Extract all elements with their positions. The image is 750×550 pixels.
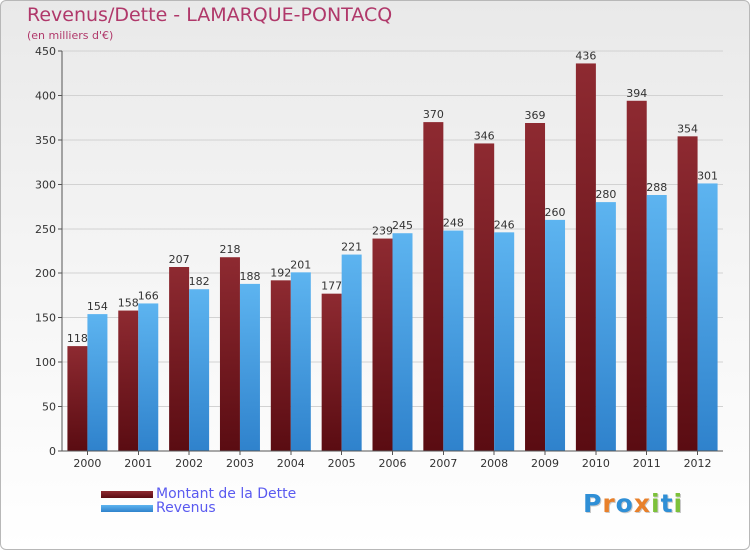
data-label-revenus: 154 [87,300,108,313]
bar-revenus [189,289,210,451]
x-tick-label: 2011 [633,457,661,470]
chart-subtitle: (en milliers d'€) [27,29,114,42]
bar-revenus [239,283,260,451]
bar-revenus [545,219,566,451]
bar-revenus [697,183,718,451]
y-tick-label: 300 [35,178,56,191]
y-tick-label: 350 [35,134,56,147]
bar-dette [525,123,546,451]
bar-revenus [290,272,311,451]
data-label-dette: 192 [270,266,291,279]
bar-revenus [341,254,362,451]
bar-dette [372,238,393,451]
bar-dette [169,267,190,451]
bar-dette [423,122,444,451]
bar-dette [270,280,291,451]
data-label-dette: 207 [169,253,190,266]
y-tick-label: 150 [35,312,56,325]
x-tick-label: 2005 [328,457,356,470]
bar-dette [67,346,88,451]
logo-letter: r [602,489,616,518]
legend-swatch-revenus [101,505,153,512]
proxiti-logo: Proxiti [583,489,683,518]
data-label-revenus: 301 [697,169,718,182]
legend-label-dette: Montant de la Dette [156,486,297,502]
bar-dette [626,100,647,452]
y-tick-label: 400 [35,89,56,102]
logo-letter: P [583,489,603,518]
data-label-revenus: 182 [189,275,210,288]
data-label-revenus: 245 [392,219,413,232]
x-tick-label: 2008 [480,457,508,470]
data-label-dette: 158 [118,297,139,310]
bar-dette [118,310,139,451]
data-label-revenus: 246 [494,218,515,231]
logo-letter: o [615,489,634,518]
x-tick-label: 2001 [124,457,152,470]
data-label-revenus: 248 [443,217,464,230]
x-tick-label: 2012 [684,457,712,470]
data-label-dette: 346 [474,129,495,142]
logo-letter: x [633,489,651,518]
data-label-dette: 354 [677,122,698,135]
bar-dette [321,293,342,451]
x-tick-label: 2000 [73,457,101,470]
chart-title: Revenus/Dette - LAMARQUE-PONTACQ [27,4,393,26]
bar-dette [219,257,240,451]
y-tick-label: 250 [35,223,56,236]
bar-dette [575,63,596,451]
data-label-revenus: 280 [595,188,616,201]
logo-letter: i [673,489,684,518]
bar-revenus [392,233,413,451]
data-label-revenus: 221 [341,241,362,254]
x-tick-label: 2009 [531,457,559,470]
x-tick-label: 2010 [582,457,610,470]
y-tick-label: 200 [35,267,56,280]
data-label-revenus: 288 [646,181,667,194]
bar-revenus [494,232,515,451]
data-label-revenus: 188 [239,270,260,283]
bar-revenus [646,195,667,451]
legend-swatch-dette [101,491,153,498]
data-label-revenus: 260 [545,206,566,219]
logo-letter: t [660,489,674,518]
data-label-dette: 177 [321,280,342,293]
data-label-dette: 394 [626,87,647,100]
y-tick-label: 50 [42,401,56,414]
bar-revenus [138,303,159,451]
data-label-revenus: 201 [290,258,311,271]
bar-revenus [443,230,464,451]
x-tick-label: 2004 [277,457,305,470]
y-tick-label: 100 [35,356,56,369]
data-label-dette: 218 [219,243,240,256]
data-label-dette: 118 [67,332,88,345]
data-label-dette: 436 [575,49,596,62]
x-tick-label: 2002 [175,457,203,470]
data-label-dette: 239 [372,225,393,238]
bar-revenus [87,314,108,451]
x-tick-label: 2007 [429,457,457,470]
data-label-dette: 370 [423,108,444,121]
bar-dette [474,143,495,451]
x-tick-label: 2003 [226,457,254,470]
y-tick-label: 450 [35,45,56,58]
y-tick-label: 0 [49,445,56,458]
x-tick-label: 2006 [379,457,407,470]
bar-dette [677,136,698,452]
legend-label-revenus: Revenus [156,500,216,516]
bar-revenus [595,202,616,451]
logo-letter: i [651,489,661,518]
data-label-dette: 369 [525,109,546,122]
data-label-revenus: 166 [138,289,159,302]
